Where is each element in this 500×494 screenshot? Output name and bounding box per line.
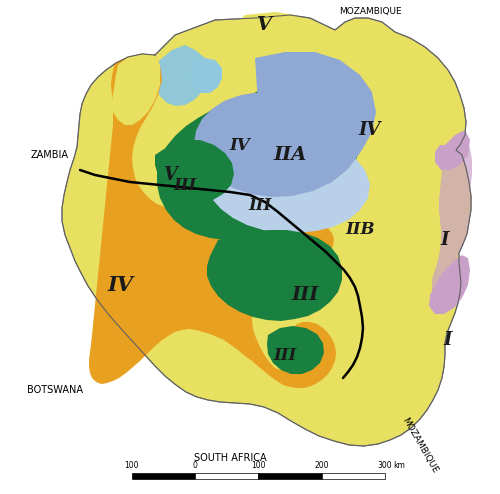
Text: 100: 100 <box>124 461 139 470</box>
Text: km: km <box>393 461 405 470</box>
Bar <box>322 473 385 479</box>
Text: III: III <box>292 286 318 304</box>
Polygon shape <box>429 255 470 314</box>
Text: IV: IV <box>107 275 133 295</box>
Polygon shape <box>267 326 324 374</box>
Polygon shape <box>435 130 470 170</box>
Polygon shape <box>238 12 305 42</box>
Polygon shape <box>62 15 471 446</box>
Text: MOZAMBIQUE: MOZAMBIQUE <box>400 415 440 474</box>
Polygon shape <box>157 85 360 240</box>
Text: III: III <box>274 346 296 364</box>
Text: IV: IV <box>230 136 250 154</box>
Polygon shape <box>89 54 336 388</box>
Text: I: I <box>444 331 452 349</box>
Polygon shape <box>112 54 160 125</box>
Text: 100: 100 <box>251 461 266 470</box>
Bar <box>195 473 258 479</box>
Text: III: III <box>248 197 272 213</box>
Text: V: V <box>163 166 177 184</box>
Text: 200: 200 <box>314 461 329 470</box>
Text: IIA: IIA <box>274 146 306 164</box>
Text: ZAMBIA: ZAMBIA <box>31 150 69 160</box>
Text: IIB: IIB <box>345 221 375 239</box>
Text: 300: 300 <box>378 461 392 470</box>
Text: III: III <box>174 176 197 194</box>
Text: MOZAMBIQUE: MOZAMBIQUE <box>338 7 402 16</box>
Polygon shape <box>198 68 366 197</box>
Text: SOUTH AFRICA: SOUTH AFRICA <box>194 453 266 463</box>
Text: BOTSWANA: BOTSWANA <box>27 385 83 395</box>
Polygon shape <box>191 58 222 93</box>
Polygon shape <box>155 140 234 203</box>
Polygon shape <box>207 230 342 321</box>
Polygon shape <box>432 142 472 295</box>
Bar <box>132 473 195 479</box>
Text: V: V <box>258 16 272 34</box>
Text: I: I <box>441 231 449 249</box>
Bar <box>258 473 322 479</box>
Polygon shape <box>153 45 210 106</box>
Polygon shape <box>194 52 376 194</box>
Polygon shape <box>205 144 370 233</box>
Text: 0: 0 <box>192 461 198 470</box>
Text: IV: IV <box>359 121 381 139</box>
